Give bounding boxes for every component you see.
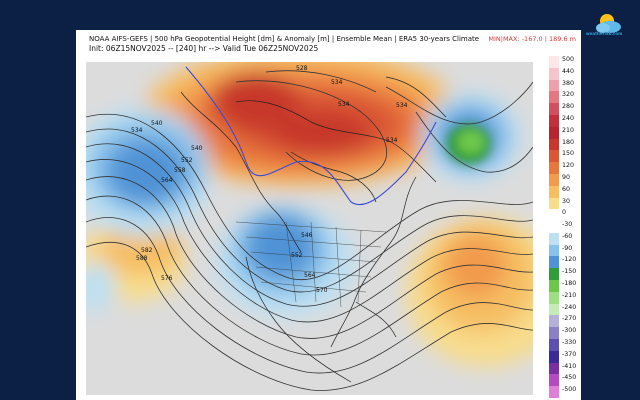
colorbar-tick-label: 150 [562,150,575,158]
colorbar-swatch [549,67,559,81]
colorbar-tick-label: 240 [562,114,575,122]
colorbar-swatch [549,268,559,281]
colorbar-tick-label: -270 [562,315,577,323]
colorbar-swatch [549,162,559,175]
contour-label: 528 [296,65,308,72]
minmax-readout: MIN|MAX: -167.0 | 189.6 m [488,35,576,43]
colorbar-swatch [549,386,559,399]
colorbar-tick-label: -240 [562,303,577,311]
map-title: NOAA AIFS-GEFS | 500 hPa Geopotential He… [89,35,480,43]
contour-label: 534 [331,79,343,86]
colorbar [549,56,559,399]
colorbar-swatch [549,91,559,104]
colorbar-tick-label: -330 [562,339,577,347]
colorbar-swatch [549,374,559,387]
colorbar-swatch [549,350,559,364]
colorbar-swatch [549,173,559,187]
colorbar-tick-label: -370 [562,350,577,358]
colorbar-tick-label: 60 [562,185,571,193]
colorbar-swatch [549,221,559,234]
contour-label: 546 [301,232,313,239]
colorbar-tick-label: 320 [562,91,575,99]
colorbar-swatch [549,126,559,140]
colorbar-tick-label: 210 [562,126,575,134]
colorbar-tick-label: -60 [562,232,573,240]
colorbar-tick-label: -120 [562,256,577,264]
contour-label: 534 [131,127,143,134]
colorbar-tick-label: -90 [562,244,573,252]
contour-label: 534 [396,102,408,109]
colorbar-tick-label: 0 [562,209,567,217]
colorbar-swatch [549,339,559,352]
colorbar-tick-label: 500 [562,56,575,63]
colorbar-tick-label: -150 [562,268,577,276]
colorbar-tick-label: 120 [562,162,575,170]
coastlines [180,76,447,383]
contour-label: 558 [174,167,186,174]
contour-label: 564 [304,272,316,279]
colorbar-swatch [549,303,559,316]
colorbar-swatch [549,280,559,293]
colorbar-tick-label: 440 [562,67,575,75]
colorbar-swatch [549,232,559,246]
colorbar-swatch [549,56,559,69]
logo [588,10,628,38]
contour-label: 552 [181,157,193,164]
colorbar-swatch [549,114,559,128]
colorbar-labels: 500 440 380 320 280 240 210 180 150 120 90 60 30 0 -30… [560,54,584,398]
borders [235,221,387,308]
colorbar-swatch [549,138,559,151]
colorbar-swatch [549,150,559,163]
colorbar-tick-label: -300 [562,327,577,335]
colorbar-swatch [549,327,559,340]
colorbar-swatch [549,79,559,92]
contour-label: 540 [151,120,163,127]
contour-label: 534 [338,101,350,108]
height-contours [86,70,533,391]
colorbar-tick-label: 280 [562,103,575,111]
colorbar-tick-label: 180 [562,138,575,146]
valid-time: Init: 06Z15NOV2025 -- [240] hr --> Valid… [89,44,319,53]
contour-label: 570 [316,287,328,294]
colorbar-tick-label: -180 [562,280,577,288]
anomaly-shading [86,62,533,367]
contour-label: 552 [291,252,303,259]
colorbar-tick-label: 90 [562,173,571,181]
contour-label: 540 [191,145,203,152]
colorbar-tick-label: 30 [562,197,571,205]
colorbar-swatch [549,197,559,210]
colorbar-tick-label: -410 [562,362,577,370]
contour-label: 564 [161,177,173,184]
colorbar-swatch [549,362,559,375]
colorbar-swatch [549,103,559,116]
contour-label: 582 [141,247,153,254]
sun-cloud-icon [596,14,621,33]
logo-text: weatherlab.com [586,31,623,36]
colorbar-tick-label: -30 [562,221,573,229]
contour-labels: 528 534 534 540 534 534 552 558 564 546 … [131,65,408,294]
colorbar-swatch [549,244,559,257]
colorbar-swatch [549,256,559,269]
colorbar-tick-label: 380 [562,79,575,87]
contour-546 [185,66,437,206]
contour-label: 576 [161,275,173,282]
colorbar-swatch [549,209,559,222]
colorbar-swatch [549,315,559,328]
colorbar-tick-label: -500 [562,386,577,394]
colorbar-swatch [549,291,559,305]
colorbar-tick-label: -210 [562,291,577,299]
height-anomaly-map: 528 534 534 540 534 534 552 558 564 546 … [86,62,533,395]
colorbar-swatch [549,185,559,198]
contour-label: 588 [136,255,148,262]
contour-label: 534 [386,137,398,144]
colorbar-tick-label: -450 [562,374,577,382]
